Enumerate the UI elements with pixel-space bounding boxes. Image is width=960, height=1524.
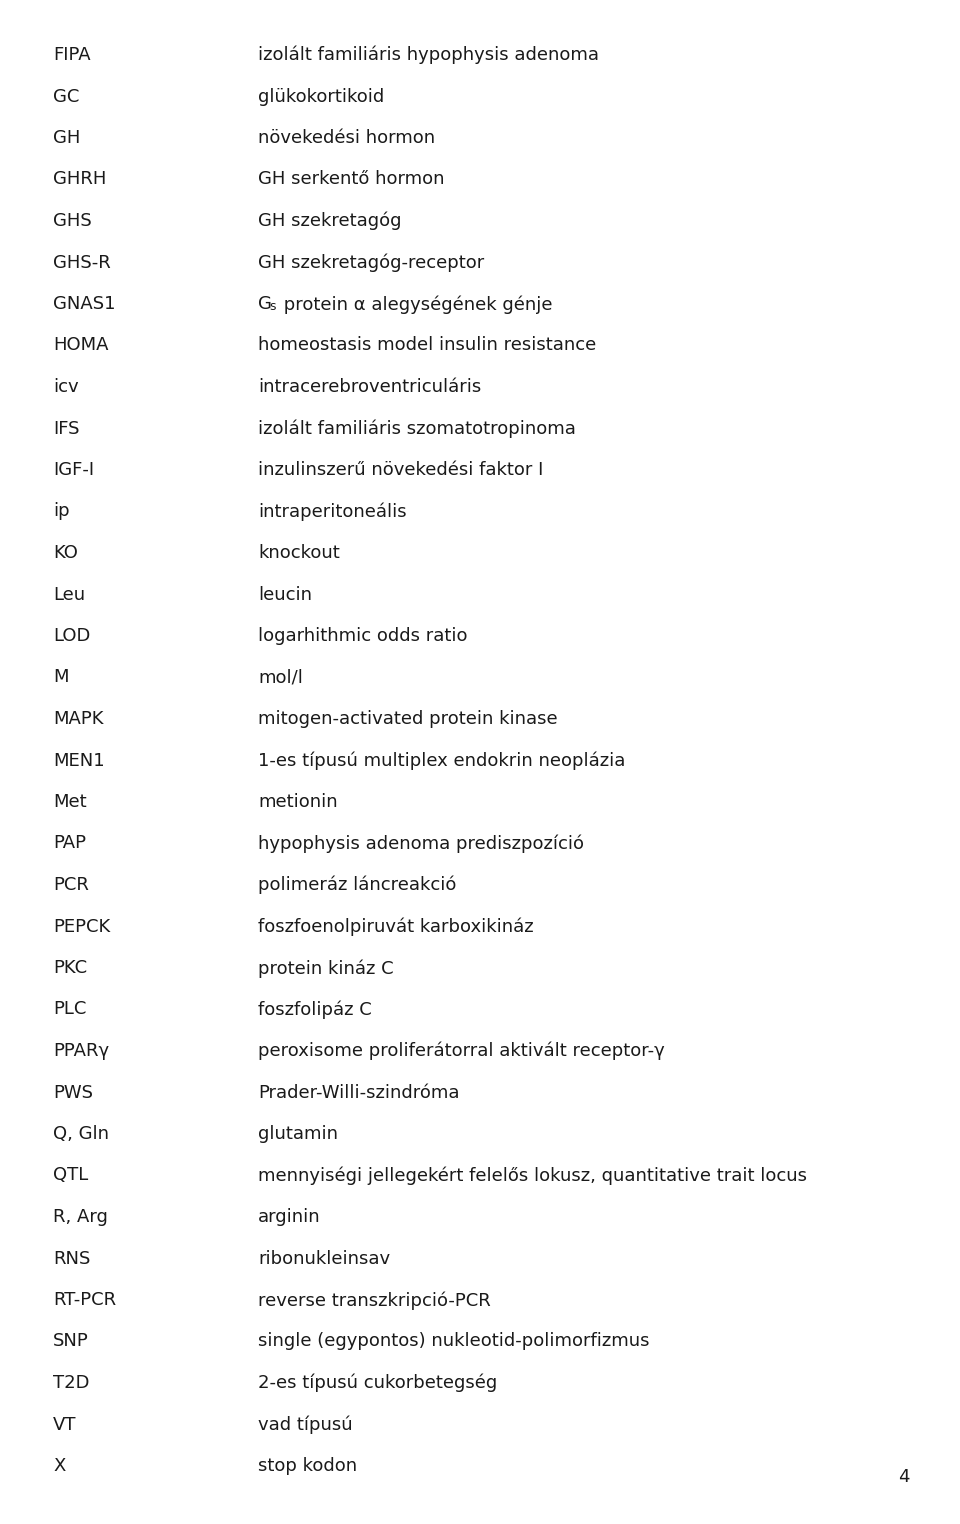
Text: leucin: leucin <box>258 585 312 604</box>
Text: knockout: knockout <box>258 544 340 562</box>
Text: 4: 4 <box>899 1468 910 1486</box>
Text: peroxisome proliferátorral aktivált receptor-γ: peroxisome proliferátorral aktivált rece… <box>258 1042 664 1061</box>
Text: R, Arg: R, Arg <box>53 1209 108 1225</box>
Text: foszfoenolpiruvát karboxikináz: foszfoenolpiruvát karboxikináz <box>258 917 534 936</box>
Text: ribonukleinsav: ribonukleinsav <box>258 1250 390 1268</box>
Text: RT-PCR: RT-PCR <box>53 1291 116 1309</box>
Text: G: G <box>258 296 272 312</box>
Text: intracerebroventriculáris: intracerebroventriculáris <box>258 378 481 396</box>
Text: Leu: Leu <box>53 585 85 604</box>
Text: GH szekretagóg-receptor: GH szekretagóg-receptor <box>258 253 484 271</box>
Text: Prader-Willi-szindróma: Prader-Willi-szindróma <box>258 1084 460 1102</box>
Text: reverse transzkripció-PCR: reverse transzkripció-PCR <box>258 1291 491 1309</box>
Text: FIPA: FIPA <box>53 46 90 64</box>
Text: GNAS1: GNAS1 <box>53 296 115 312</box>
Text: polimeráz láncreakció: polimeráz láncreakció <box>258 876 456 895</box>
Text: 2-es típusú cukorbetegség: 2-es típusú cukorbetegség <box>258 1375 497 1393</box>
Text: QTL: QTL <box>53 1166 88 1184</box>
Text: protein kináz C: protein kináz C <box>258 959 394 977</box>
Text: GHS: GHS <box>53 212 92 230</box>
Text: mitogen-activated protein kinase: mitogen-activated protein kinase <box>258 710 558 728</box>
Text: GC: GC <box>53 87 80 105</box>
Text: PLC: PLC <box>53 1000 86 1018</box>
Text: homeostasis model insulin resistance: homeostasis model insulin resistance <box>258 337 596 355</box>
Text: GHS-R: GHS-R <box>53 253 110 271</box>
Text: X: X <box>53 1457 65 1475</box>
Text: metionin: metionin <box>258 792 338 811</box>
Text: inzulinszerű növekedési faktor I: inzulinszerű növekedési faktor I <box>258 460 543 479</box>
Text: 1-es típusú multiplex endokrin neoplázia: 1-es típusú multiplex endokrin neoplázia <box>258 751 625 770</box>
Text: glutamin: glutamin <box>258 1125 338 1143</box>
Text: arginin: arginin <box>258 1209 321 1225</box>
Text: GH: GH <box>53 130 81 146</box>
Text: PEPCK: PEPCK <box>53 917 110 936</box>
Text: RNS: RNS <box>53 1250 90 1268</box>
Text: intraperitoneális: intraperitoneális <box>258 503 407 521</box>
Text: LOD: LOD <box>53 626 90 645</box>
Text: s: s <box>270 300 276 314</box>
Text: Q, Gln: Q, Gln <box>53 1125 109 1143</box>
Text: stop kodon: stop kodon <box>258 1457 357 1475</box>
Text: hypophysis adenoma prediszpozíció: hypophysis adenoma prediszpozíció <box>258 835 584 853</box>
Text: glükokortikoid: glükokortikoid <box>258 87 384 105</box>
Text: GH szekretagóg: GH szekretagóg <box>258 212 401 230</box>
Text: vad típusú: vad típusú <box>258 1416 352 1434</box>
Text: Met: Met <box>53 792 86 811</box>
Text: logarhithmic odds ratio: logarhithmic odds ratio <box>258 626 468 645</box>
Text: ip: ip <box>53 503 70 521</box>
Text: növekedési hormon: növekedési hormon <box>258 130 435 146</box>
Text: single (egypontos) nukleotid-polimorfizmus: single (egypontos) nukleotid-polimorfizm… <box>258 1332 650 1350</box>
Text: PKC: PKC <box>53 959 87 977</box>
Text: T2D: T2D <box>53 1375 89 1391</box>
Text: SNP: SNP <box>53 1332 88 1350</box>
Text: IGF-I: IGF-I <box>53 460 94 479</box>
Text: GHRH: GHRH <box>53 171 107 189</box>
Text: HOMA: HOMA <box>53 337 108 355</box>
Text: MEN1: MEN1 <box>53 751 105 770</box>
Text: protein α alegységének génje: protein α alegységének génje <box>278 296 553 314</box>
Text: icv: icv <box>53 378 79 396</box>
Text: PWS: PWS <box>53 1084 93 1102</box>
Text: foszfolipáz C: foszfolipáz C <box>258 1000 372 1020</box>
Text: mennyiségi jellegekért felelős lokusz, quantitative trait locus: mennyiségi jellegekért felelős lokusz, q… <box>258 1166 807 1186</box>
Text: MAPK: MAPK <box>53 710 104 728</box>
Text: PAP: PAP <box>53 835 86 852</box>
Text: izolált familiáris szomatotropinoma: izolált familiáris szomatotropinoma <box>258 419 576 437</box>
Text: PCR: PCR <box>53 876 89 895</box>
Text: mol/l: mol/l <box>258 669 302 686</box>
Text: GH serkentő hormon: GH serkentő hormon <box>258 171 444 189</box>
Text: KO: KO <box>53 544 78 562</box>
Text: PPARγ: PPARγ <box>53 1042 109 1061</box>
Text: M: M <box>53 669 68 686</box>
Text: izolált familiáris hypophysis adenoma: izolált familiáris hypophysis adenoma <box>258 46 599 64</box>
Text: IFS: IFS <box>53 419 80 437</box>
Text: VT: VT <box>53 1416 77 1434</box>
